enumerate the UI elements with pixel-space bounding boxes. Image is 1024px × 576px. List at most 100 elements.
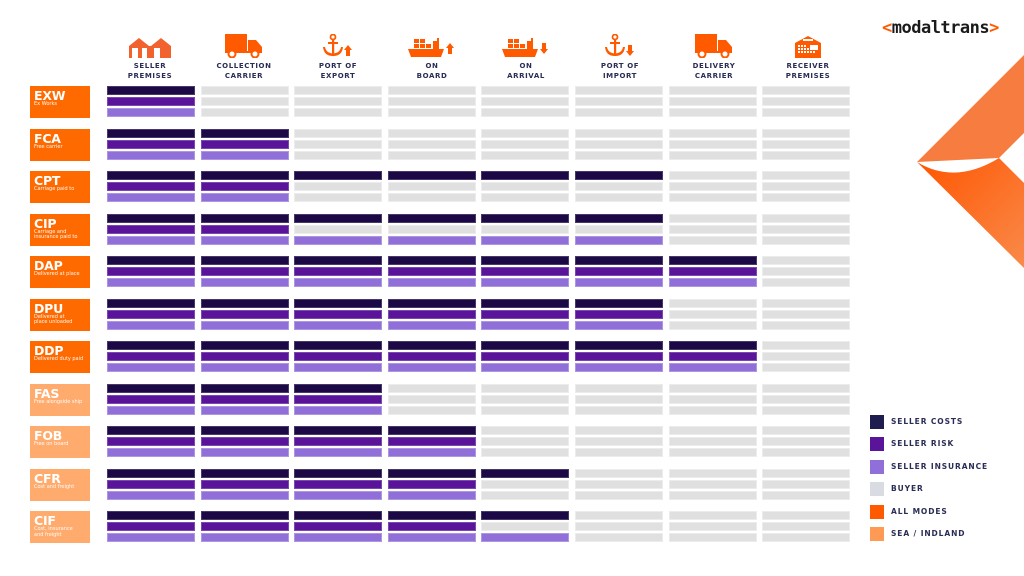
buyer-cost-bar xyxy=(762,213,851,223)
buyer-risk-bar xyxy=(387,394,476,404)
matrix-cell xyxy=(387,298,476,331)
buyer-insurance-bar xyxy=(575,405,663,415)
buyer-cost-bar xyxy=(668,86,757,95)
matrix-cell xyxy=(762,128,851,161)
incoterm-label: DAP Delivered at place xyxy=(30,256,90,288)
seller-insurance-bar xyxy=(200,193,289,202)
matrix-cell xyxy=(200,341,289,373)
buyer-insurance-bar xyxy=(294,150,383,160)
buyer-risk-bar xyxy=(762,139,851,149)
matrix-cell xyxy=(294,128,383,161)
buyer-risk-bar xyxy=(762,309,851,319)
seller-cost-bar xyxy=(387,468,476,478)
incoterm-description: Carriage paid to xyxy=(34,186,75,192)
buyer-cost-bar xyxy=(200,86,289,95)
seller-insurance-bar xyxy=(107,150,195,160)
buyer-risk-bar xyxy=(481,522,570,531)
seller-cost-bar xyxy=(294,171,383,180)
buyer-cost-bar xyxy=(668,468,757,478)
seller-risk-bar xyxy=(200,479,289,489)
buyer-risk-bar xyxy=(387,182,476,191)
buyer-cost-bar xyxy=(387,383,476,393)
matrix-cell xyxy=(387,171,476,203)
matrix-cell xyxy=(481,341,570,373)
matrix-cell xyxy=(294,171,383,203)
matrix-cell xyxy=(575,128,663,161)
matrix-cell xyxy=(107,171,195,203)
seller-insurance-bar xyxy=(575,363,663,372)
matrix-cell xyxy=(387,86,476,118)
seller-insurance-bar xyxy=(200,278,289,287)
seller-risk-bar xyxy=(481,309,570,319)
buyer-risk-bar xyxy=(481,479,570,489)
buyer-insurance-bar xyxy=(762,490,851,500)
column-header-seller-premises: SELLER PREMISES xyxy=(106,30,194,81)
seller-cost-bar xyxy=(294,341,383,350)
seller-insurance-bar xyxy=(387,448,476,457)
seller-cost-bar xyxy=(387,298,476,308)
buyer-risk-bar xyxy=(762,522,851,531)
buyer-insurance-bar xyxy=(575,490,663,500)
buyer-risk-bar xyxy=(575,437,663,446)
incoterm-code: DPU xyxy=(34,300,64,316)
buyer-insurance-bar xyxy=(762,448,851,457)
buyer-insurance-bar xyxy=(575,533,663,542)
buyer-insurance-bar xyxy=(762,533,851,542)
seller-risk-bar xyxy=(387,352,476,361)
matrix-cell xyxy=(387,468,476,501)
column-header-receiver-premises: RECEIVER PREMISES xyxy=(764,30,852,81)
buyer-risk-bar xyxy=(575,522,663,531)
seller-risk-bar xyxy=(107,139,195,149)
buyer-risk-bar xyxy=(668,522,757,531)
buyer-cost-bar xyxy=(481,86,570,95)
buyer-insurance-bar xyxy=(762,278,851,287)
buyer-cost-bar xyxy=(762,128,851,138)
incoterm-code: FCA xyxy=(34,130,61,146)
seller-cost-bar xyxy=(107,256,195,265)
incoterm-label: FOB Free on board xyxy=(30,426,90,458)
seller-risk-bar xyxy=(200,352,289,361)
incoterm-description: place unloaded xyxy=(34,319,73,326)
seller-insurance-bar xyxy=(294,448,383,457)
buyer-insurance-bar xyxy=(762,405,851,415)
seller-risk-bar xyxy=(200,182,289,191)
seller-cost-bar xyxy=(481,171,570,180)
seller-risk-bar xyxy=(294,309,383,319)
buyer-cost-bar xyxy=(575,426,663,435)
buyer-risk-bar xyxy=(762,352,851,361)
incoterm-code: DAP xyxy=(34,258,63,273)
buyer-risk-bar xyxy=(575,394,663,404)
column-header-on-board: ON BOARD xyxy=(388,30,476,81)
seller-cost-bar xyxy=(387,171,476,180)
seller-insurance-bar xyxy=(107,533,195,542)
matrix-cell xyxy=(762,383,851,416)
seller-insurance-bar xyxy=(481,320,570,330)
seller-insurance-bar xyxy=(575,320,663,330)
buyer-risk-bar xyxy=(481,97,570,106)
buyer-risk-bar xyxy=(294,224,383,234)
seller-risk-bar xyxy=(387,522,476,531)
seller-risk-bar xyxy=(200,522,289,531)
buyer-cost-bar xyxy=(762,511,851,520)
modaltrans-logo: <modaltrans> xyxy=(882,18,999,38)
seller-cost-bar xyxy=(294,511,383,520)
buyer-insurance-bar xyxy=(575,150,663,160)
buyer-insurance-bar xyxy=(668,150,757,160)
buyer-insurance-bar xyxy=(668,490,757,500)
matrix-cell xyxy=(481,171,570,203)
incoterm-description: Carriage and xyxy=(34,228,67,235)
buyer-cost-bar xyxy=(762,341,851,350)
matrix-cell xyxy=(668,86,757,118)
matrix-cell xyxy=(387,426,476,458)
matrix-cell xyxy=(107,383,195,416)
column-headers: SELLER PREMISES COLLECTION CARRIER PORT OF… xyxy=(106,30,856,82)
matrix-cell xyxy=(762,426,851,458)
buyer-risk-bar xyxy=(481,394,570,404)
matrix-cell xyxy=(668,128,757,161)
matrix-cell xyxy=(575,213,663,246)
seller-risk-bar xyxy=(668,267,757,276)
matrix-cell xyxy=(668,256,757,288)
seller-risk-bar xyxy=(200,394,289,404)
matrix-cell xyxy=(107,426,195,458)
incoterm-description: Cost and freight xyxy=(34,483,75,490)
